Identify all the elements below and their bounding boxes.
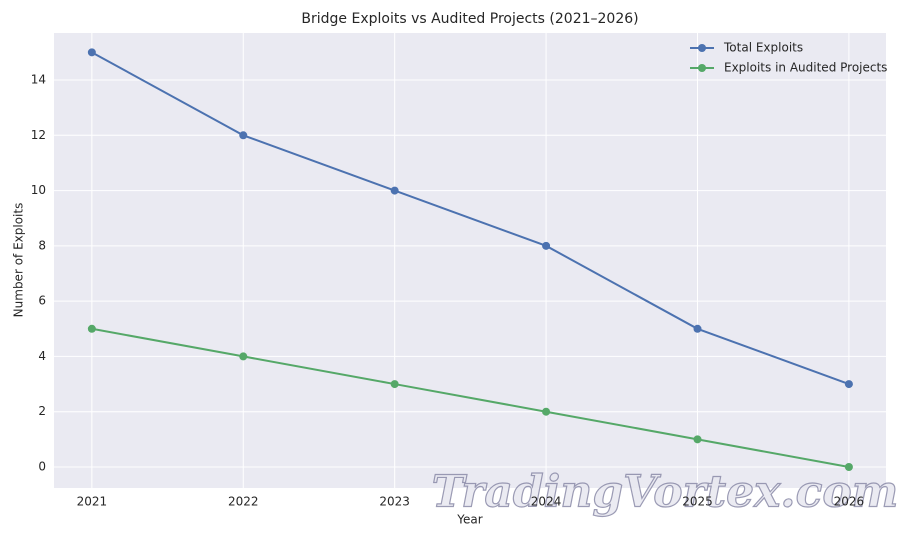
x-tick-label: 2023 [379,495,410,509]
legend-label: Total Exploits [723,41,803,55]
legend: Total Exploits Exploits in Audited Projec… [690,41,887,75]
chart-title: Bridge Exploits vs Audited Projects (202… [301,11,638,27]
point [693,324,702,333]
y-tick-label: 10 [31,183,46,197]
point [542,407,551,416]
legend-label: Exploits in Audited Projects [724,61,887,75]
x-tick-label: 2024 [531,495,562,509]
point [390,186,399,195]
y-tick-label: 8 [38,238,46,252]
series-line [91,327,850,468]
point [844,462,853,471]
lines [87,48,853,471]
watermark: TradingVortex.com [432,467,899,518]
y-axis-label: Number of Exploits [12,203,26,318]
point [239,131,248,140]
series-line [91,51,850,386]
legend-marker [698,44,706,52]
point [693,435,702,444]
point [844,380,853,389]
x-tick-label: 2026 [834,495,865,509]
y-tick-label: 6 [38,294,46,308]
point [87,48,96,57]
y-tick-label: 14 [31,72,46,86]
point [87,324,96,333]
x-tick-label: 2021 [77,495,108,509]
point [239,352,248,361]
legend-marker [698,64,706,72]
y-tick-label: 12 [31,128,46,142]
y-tick-label: 0 [38,459,46,473]
y-tick-label: 4 [38,349,46,363]
y-tick-label: 2 [38,404,46,418]
plot-area [54,33,886,488]
grid [54,33,886,488]
x-tick-label: 2025 [682,495,713,509]
point [542,241,551,250]
x-tick-label: 2022 [228,495,259,509]
point [390,380,399,389]
x-axis-label: Year [456,513,482,527]
